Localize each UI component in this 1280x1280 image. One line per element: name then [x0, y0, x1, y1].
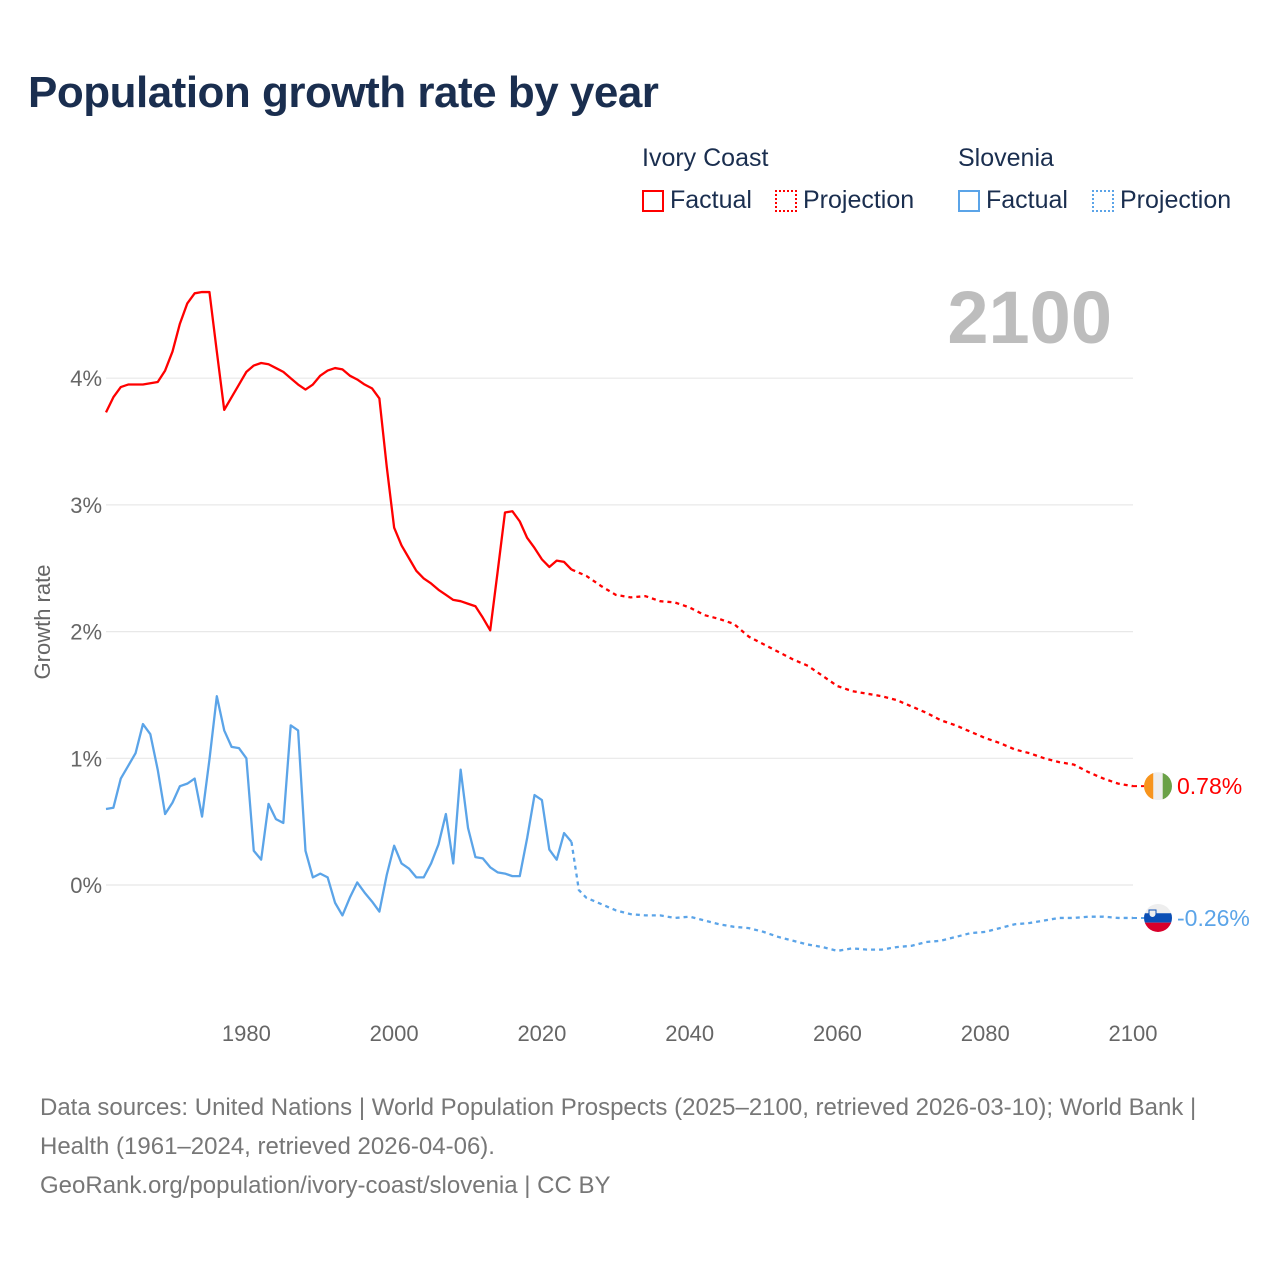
series-line-slovenia-projection [570, 841, 1133, 953]
legend-group-ivory-coast: Ivory Coast [642, 144, 769, 172]
series-line-ivory-coast-projection [571, 568, 1134, 788]
flag-stripe [1153, 772, 1163, 801]
legend-ivory-coast-factual[interactable]: Factual [642, 186, 752, 215]
x-tick-label: 1980 [222, 1021, 271, 1046]
x-tick-label: 2080 [961, 1021, 1010, 1046]
flag-fill [1144, 772, 1172, 801]
legend-label: Projection [803, 186, 915, 214]
legend-group-slovenia: Slovenia [958, 144, 1054, 172]
slovenia-flag-icon [1144, 903, 1172, 932]
end-value-label-slovenia: -0.26% [1177, 905, 1250, 931]
flag-stripe [1162, 772, 1172, 801]
legend-ivory-coast-projection[interactable]: Projection [775, 186, 914, 215]
flag-shield [1148, 909, 1157, 918]
legend-slovenia-factual[interactable]: Factual [958, 186, 1068, 215]
y-axis-label: Growth rate [30, 565, 55, 680]
legend-label: Projection [1120, 186, 1232, 214]
end-value-label-ivory-coast: 0.78% [1177, 773, 1242, 799]
y-tick-label: 2% [70, 620, 102, 645]
flag-stripe [1144, 913, 1172, 923]
chart-title: Population growth rate by year [28, 68, 659, 117]
y-tick-label: 1% [70, 746, 102, 771]
attribution-link[interactable]: GeoRank.org/population/ivory-coast/slove… [40, 1172, 611, 1199]
y-tick-label: 3% [70, 493, 102, 518]
legend-swatch-dotted-icon [775, 189, 797, 212]
year-badge: 2100 [947, 276, 1112, 359]
y-tick-label: 4% [70, 366, 102, 391]
x-tick-label: 2040 [665, 1021, 714, 1046]
legend-label: Factual [670, 186, 752, 214]
y-tick-label: 0% [70, 873, 102, 898]
flag-stripe [1144, 922, 1172, 932]
legend-swatch-solid-icon [642, 189, 664, 212]
legend-slovenia-projection[interactable]: Projection [1092, 186, 1231, 215]
x-tick-label: 2020 [517, 1021, 566, 1046]
x-tick-label: 2000 [370, 1021, 419, 1046]
flag-stripe [1144, 903, 1172, 914]
flag-fill [1144, 903, 1172, 932]
legend-swatch-dotted-icon [1092, 189, 1114, 212]
x-tick-label: 2100 [1109, 1021, 1158, 1046]
series-line-slovenia-factual [105, 695, 573, 917]
legend-swatch-solid-icon [958, 189, 980, 212]
legend-label: Factual [986, 186, 1068, 214]
series-line-ivory-coast-factual [104, 290, 573, 632]
ivory-coast-flag-icon [1144, 772, 1172, 801]
x-tick-label: 2060 [813, 1021, 862, 1046]
footer: Data sources: United Nations | World Pop… [40, 1088, 1240, 1205]
data-sources: Data sources: United Nations | World Pop… [40, 1094, 1197, 1160]
chart-plot: 2100 Growth rate 0% 1% 2% 3% 4% 1980 2000 2020 2… [30, 276, 1250, 1046]
flag-stripe [1144, 772, 1154, 801]
